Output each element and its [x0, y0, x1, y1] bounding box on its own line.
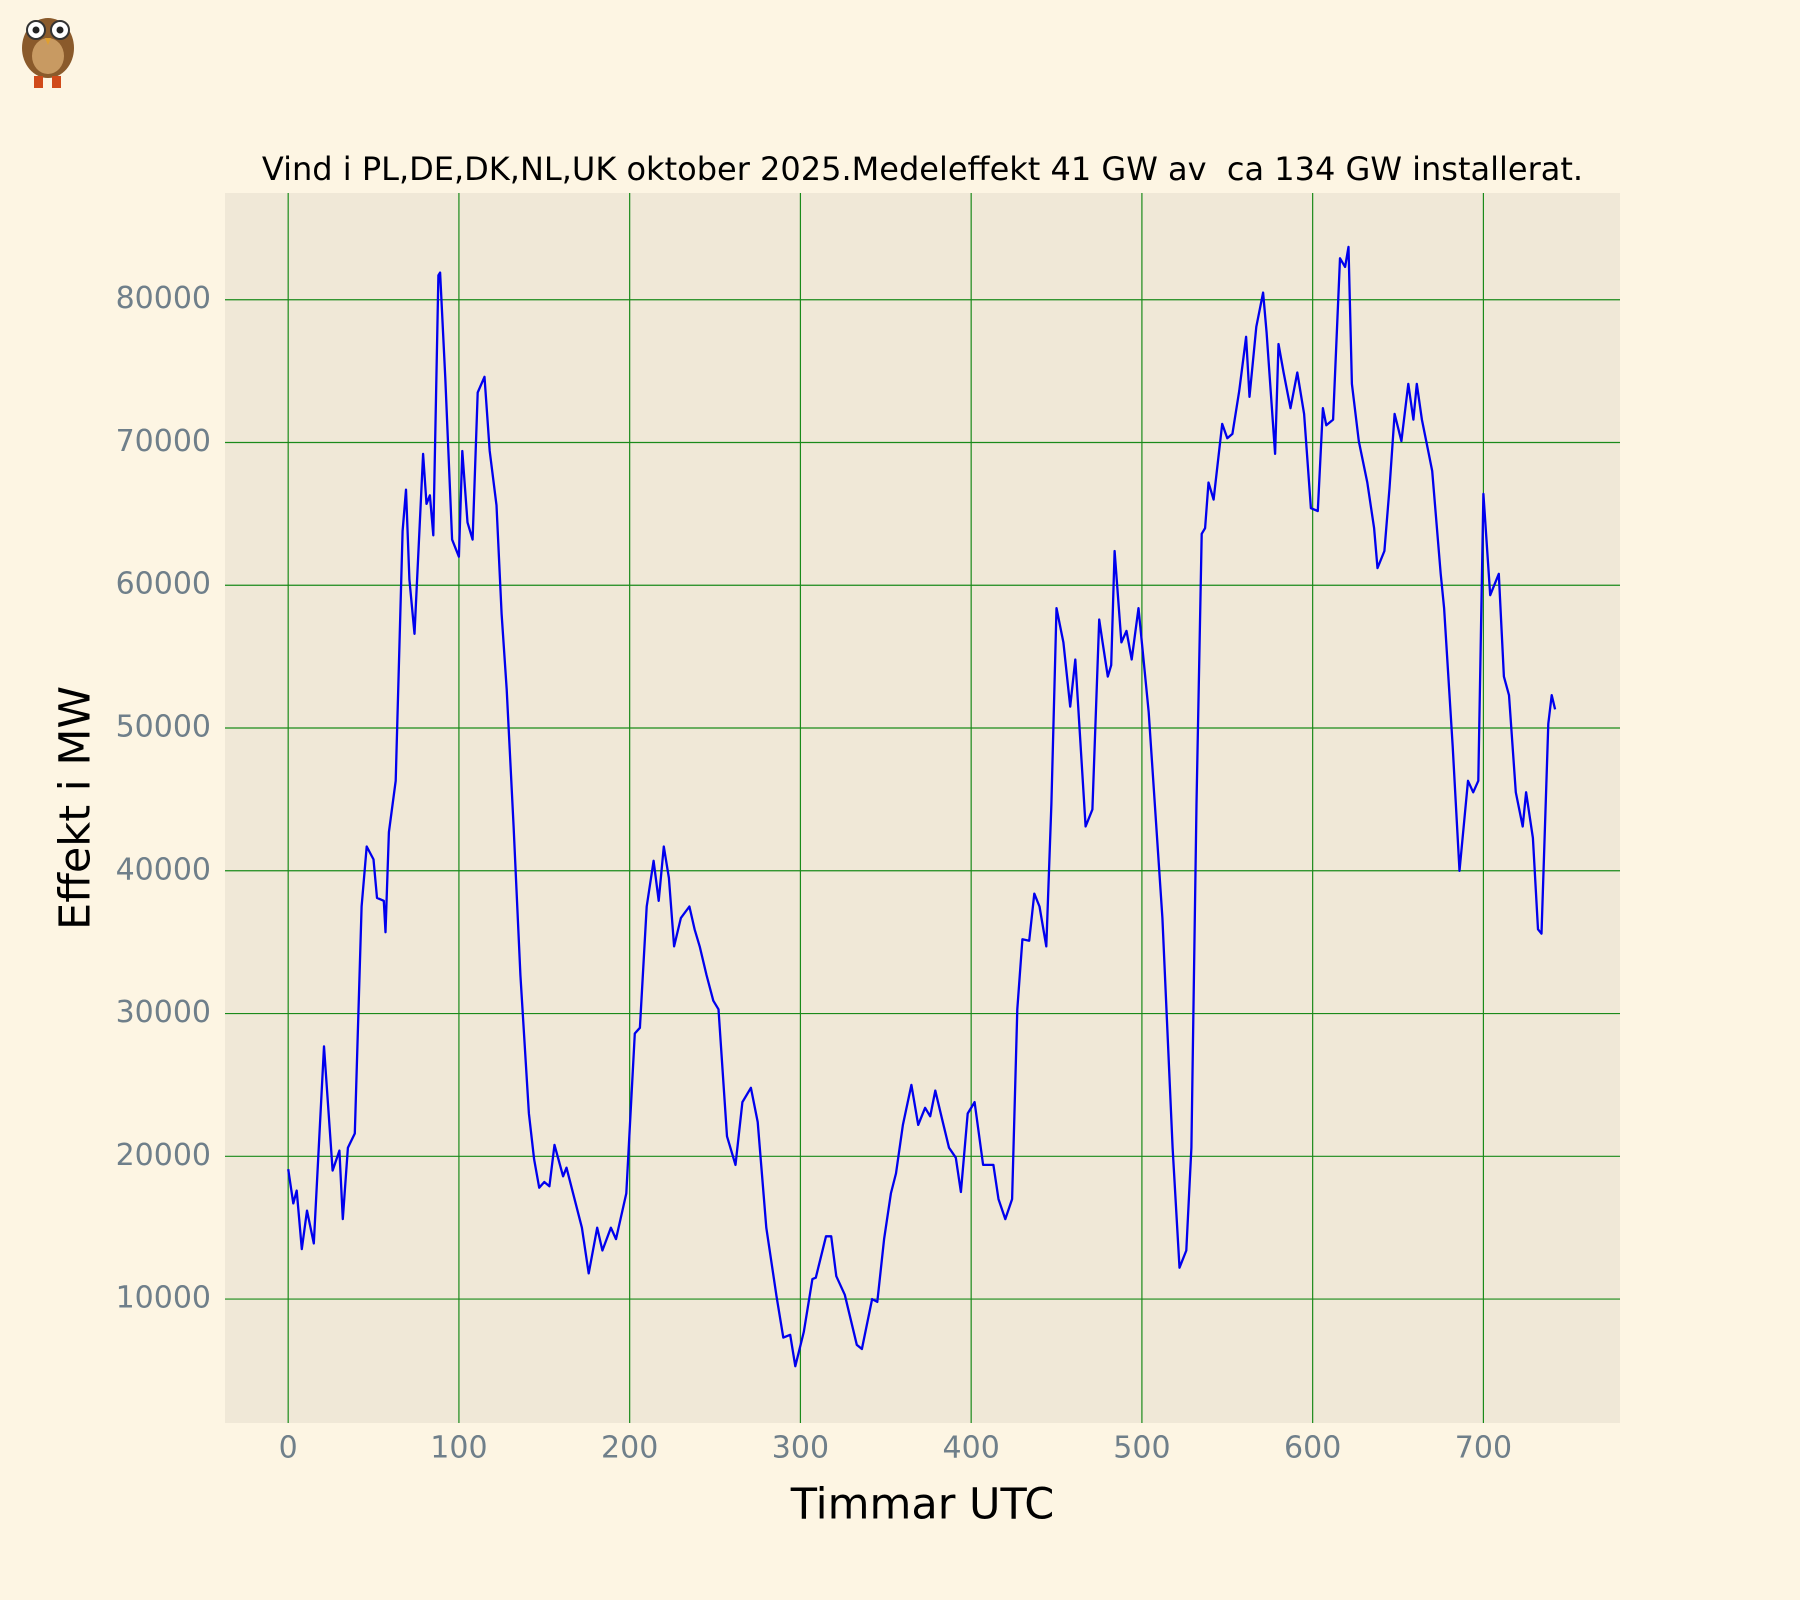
plot-area: [225, 193, 1620, 1423]
y-axis-label: Effekt i MW: [51, 686, 101, 930]
y-tick-label: 10000: [116, 1281, 211, 1316]
x-tick-label: 500: [1113, 1431, 1170, 1466]
chart-title: Vind i PL,DE,DK,NL,UK oktober 2025.Medel…: [262, 150, 1583, 188]
y-tick-label: 60000: [116, 567, 211, 602]
x-tick-label: 0: [279, 1431, 298, 1466]
y-tick-label: 80000: [116, 281, 211, 316]
y-tick-label: 70000: [116, 424, 211, 459]
x-tick-label: 700: [1455, 1431, 1512, 1466]
data-line: [287, 245, 1557, 1368]
x-axis-label: Timmar UTC: [790, 1480, 1055, 1530]
owl-logo: [22, 18, 74, 88]
y-tick-label: 30000: [116, 995, 211, 1030]
y-tick-label: 40000: [116, 852, 211, 887]
x-tick-label: 400: [943, 1431, 1000, 1466]
y-tick-label: 50000: [116, 710, 211, 745]
x-tick-label: 200: [601, 1431, 658, 1466]
x-tick-label: 100: [430, 1431, 487, 1466]
x-tick-label: 300: [772, 1431, 829, 1466]
x-tick-label: 600: [1284, 1431, 1341, 1466]
y-tick-label: 20000: [116, 1138, 211, 1173]
